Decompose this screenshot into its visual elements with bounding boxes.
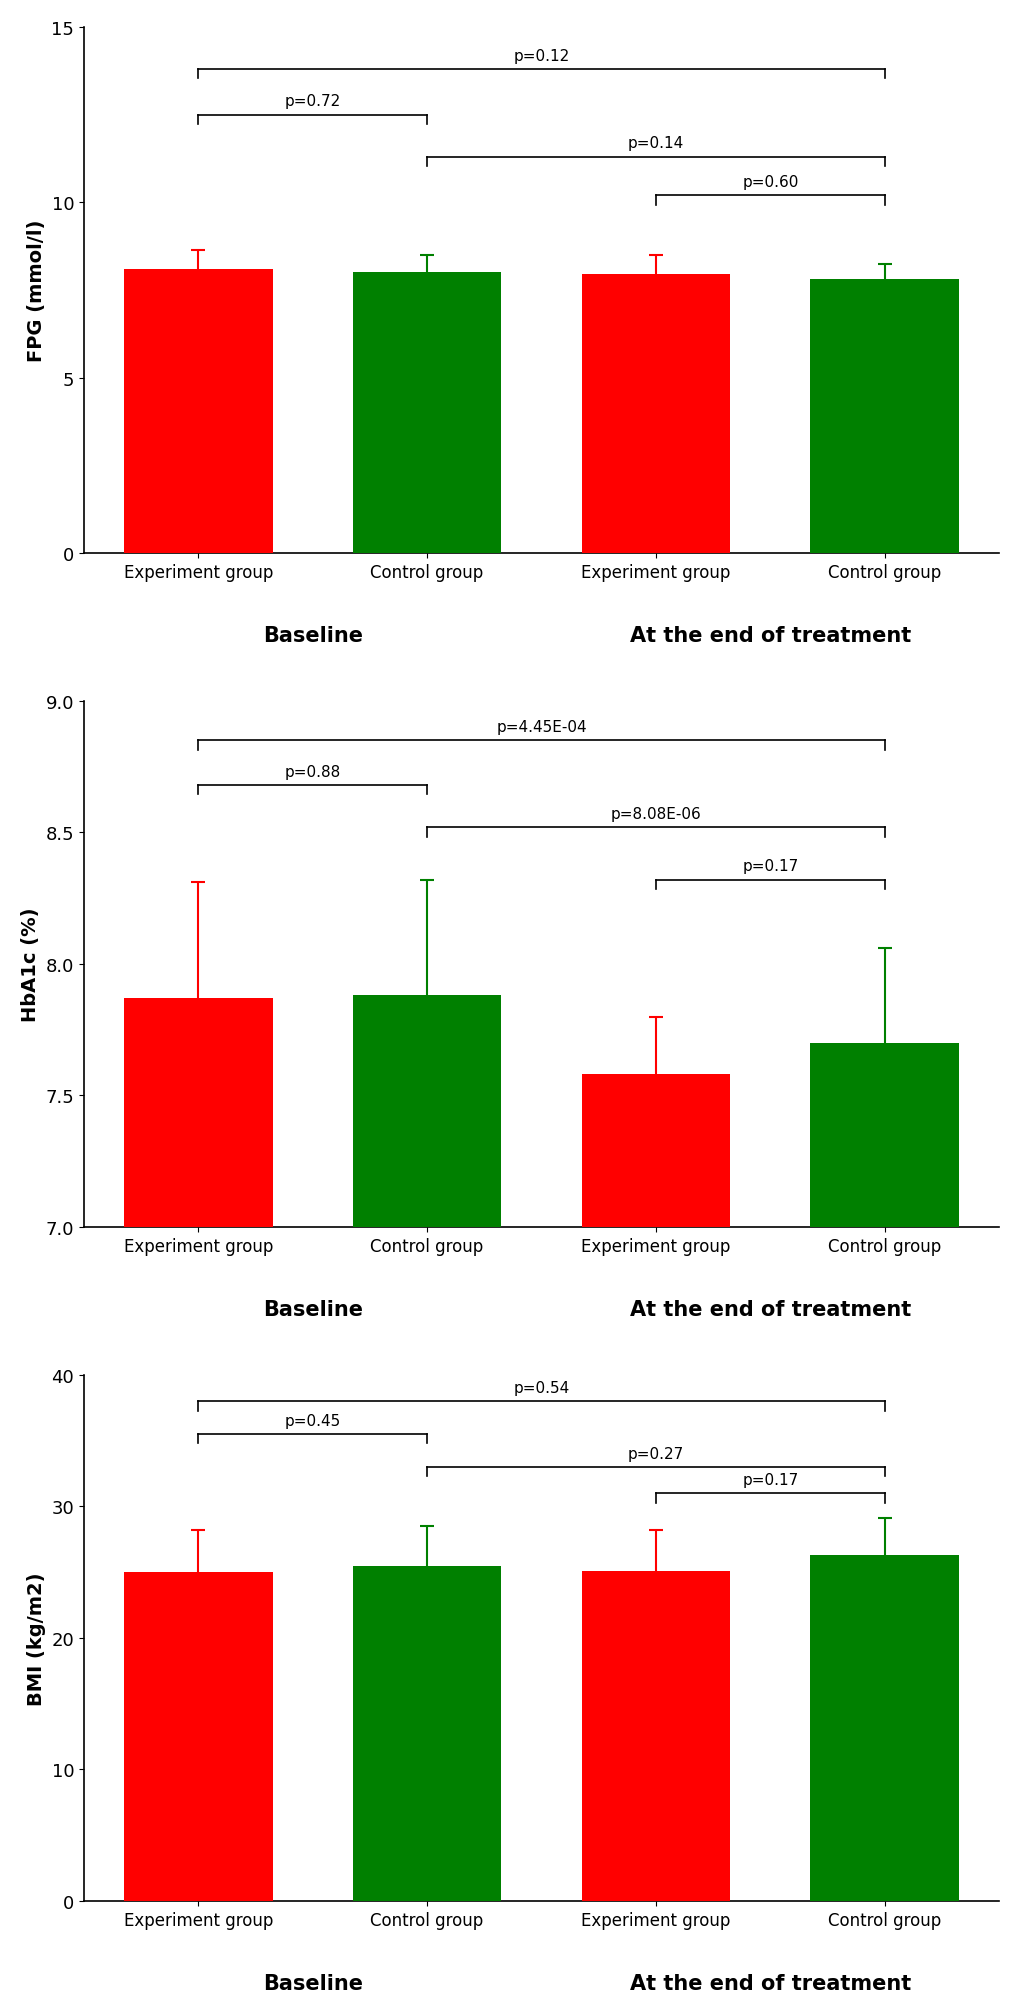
Text: Baseline: Baseline [263, 1299, 363, 1319]
Y-axis label: FPG (mmol/l): FPG (mmol/l) [26, 220, 46, 363]
Text: p=4.45E-04: p=4.45E-04 [495, 719, 586, 735]
Text: p=8.08E-06: p=8.08E-06 [610, 806, 701, 822]
Bar [123, 270, 272, 554]
Text: p=0.17: p=0.17 [742, 1472, 798, 1486]
Bar [353, 274, 501, 554]
Text: p=0.72: p=0.72 [284, 95, 340, 109]
Bar [809, 1043, 958, 1227]
Bar [581, 276, 730, 554]
Text: p=0.27: p=0.27 [627, 1446, 684, 1460]
Text: At the end of treatment: At the end of treatment [629, 1299, 910, 1319]
Bar [353, 1565, 501, 1901]
Bar [581, 1075, 730, 1227]
Text: p=0.60: p=0.60 [742, 175, 798, 189]
Text: p=0.45: p=0.45 [284, 1414, 340, 1428]
Text: At the end of treatment: At the end of treatment [629, 1974, 910, 1994]
Bar [353, 997, 501, 1227]
Text: p=0.88: p=0.88 [284, 763, 340, 779]
Bar [809, 1555, 958, 1901]
Bar [809, 280, 958, 554]
Y-axis label: HbA1c (%): HbA1c (%) [20, 906, 40, 1021]
Bar [123, 999, 272, 1227]
Text: p=0.17: p=0.17 [742, 858, 798, 874]
Y-axis label: BMI (kg/m2): BMI (kg/m2) [26, 1571, 46, 1704]
Text: p=0.14: p=0.14 [627, 137, 684, 151]
Text: At the end of treatment: At the end of treatment [629, 626, 910, 646]
Bar [581, 1571, 730, 1901]
Text: p=0.54: p=0.54 [513, 1380, 569, 1396]
Text: p=0.12: p=0.12 [513, 48, 569, 64]
Text: Baseline: Baseline [263, 1974, 363, 1994]
Bar [123, 1573, 272, 1901]
Text: Baseline: Baseline [263, 626, 363, 646]
